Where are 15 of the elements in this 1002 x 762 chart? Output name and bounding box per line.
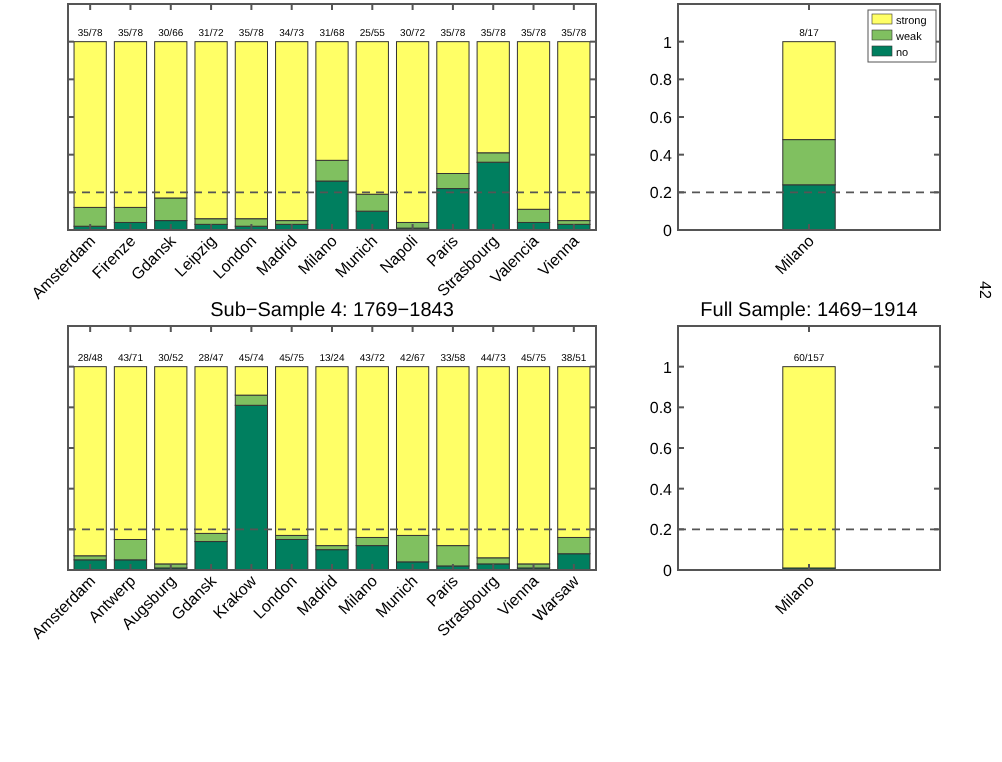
chart-title: Sub−Sample 4: 1769−1843 (210, 300, 455, 322)
y-tick-label: 1 (663, 33, 674, 52)
y-tick-label: 1 (663, 358, 674, 377)
text: 42 (976, 281, 994, 300)
y-tick-label: 0.2 (649, 184, 674, 203)
y-tick-label: 0.4 (649, 146, 674, 165)
y-tick-label: 0 (663, 562, 674, 580)
y-tick-label: 0.4 (649, 480, 674, 499)
y-tick-label: 0.2 (649, 521, 674, 540)
y-tick-label: 0.6 (649, 109, 674, 127)
y-tick-label: 0 (663, 222, 674, 240)
y-tick-label: 0.8 (649, 399, 674, 418)
y-tick-label: 0.6 (649, 440, 674, 458)
chart-title: Full Sample: 1469−1914 (700, 300, 919, 322)
y-tick-label: 0.8 (649, 71, 674, 90)
